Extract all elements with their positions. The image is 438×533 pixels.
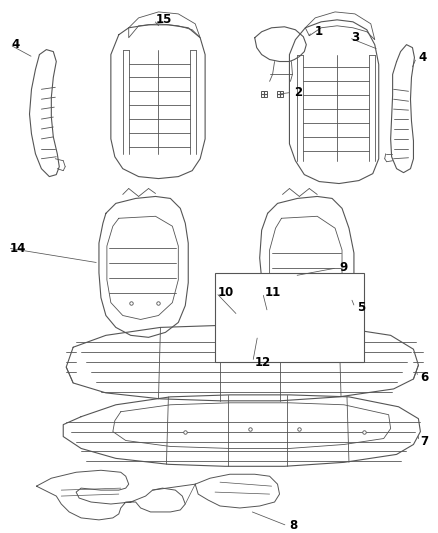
Text: 14: 14 — [10, 241, 26, 255]
Text: 3: 3 — [351, 31, 359, 44]
Text: 2: 2 — [294, 86, 303, 99]
Text: 9: 9 — [339, 261, 347, 274]
Text: 12: 12 — [255, 356, 271, 369]
Text: 5: 5 — [357, 301, 365, 314]
Text: 8: 8 — [290, 519, 298, 532]
Bar — [215, 273, 364, 362]
Text: 4: 4 — [12, 38, 20, 51]
Text: 6: 6 — [420, 370, 429, 384]
Text: 4: 4 — [418, 51, 427, 64]
Text: 10: 10 — [218, 286, 234, 299]
Text: 7: 7 — [420, 435, 428, 448]
Text: 15: 15 — [155, 13, 172, 26]
Text: 11: 11 — [265, 286, 281, 299]
Text: 1: 1 — [314, 25, 322, 38]
